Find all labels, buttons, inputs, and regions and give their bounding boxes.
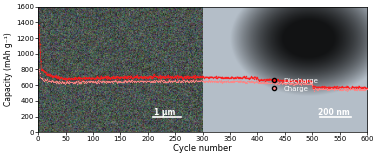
X-axis label: Cycle number: Cycle number <box>173 144 232 153</box>
Y-axis label: Capacity (mAh g⁻¹): Capacity (mAh g⁻¹) <box>4 33 13 106</box>
Legend: Discharge, Charge: Discharge, Charge <box>265 75 321 94</box>
Text: 1 μm: 1 μm <box>153 108 175 117</box>
Text: 200 nm: 200 nm <box>318 108 350 117</box>
